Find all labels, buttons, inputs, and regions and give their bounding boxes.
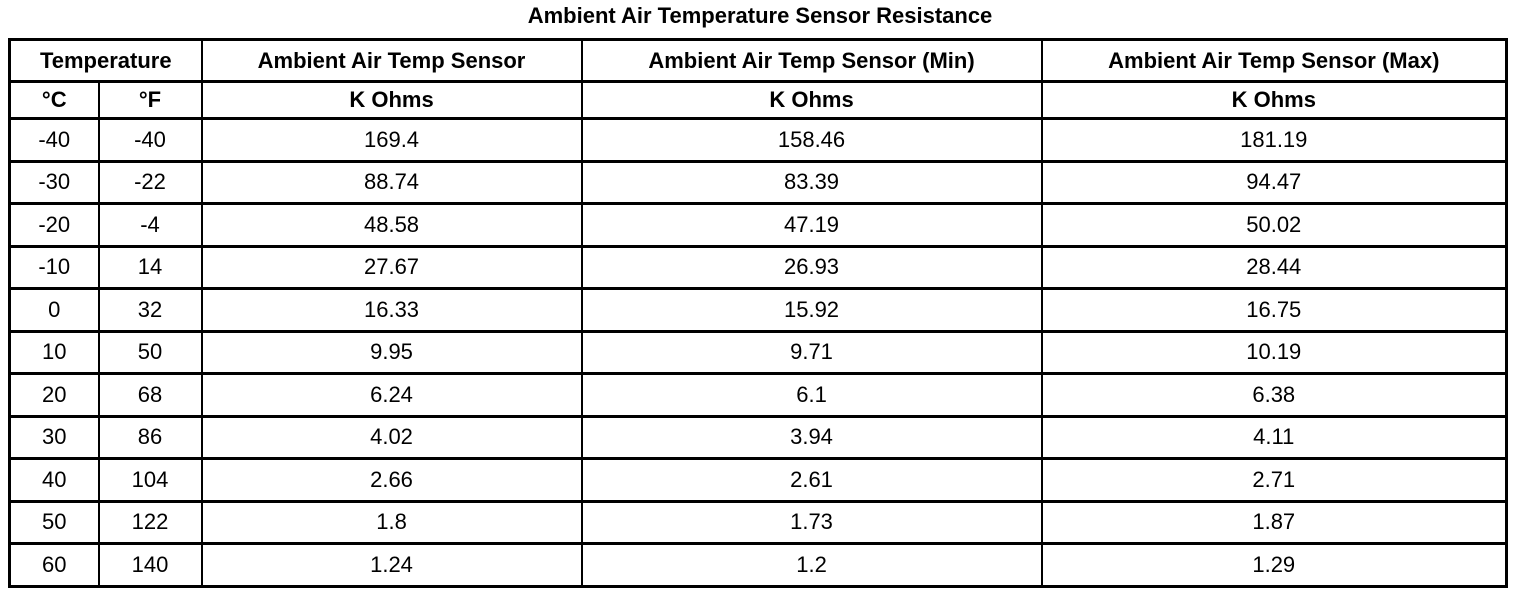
table-cell: 0 <box>8 287 100 333</box>
header-unit-sensor: K Ohms <box>200 80 583 120</box>
table-cell: -40 <box>8 117 100 163</box>
table-cell: 3.94 <box>580 414 1043 460</box>
table-cell: 10 <box>8 329 100 375</box>
table-cell: 1.8 <box>200 499 583 545</box>
table-cell: 6.1 <box>580 372 1043 418</box>
table-row: -30 -22 88.74 83.39 94.47 <box>8 159 1508 205</box>
table-cell: 47.19 <box>580 202 1043 248</box>
table-cell: 83.39 <box>580 159 1043 205</box>
table-cell: 68 <box>97 372 203 418</box>
table-cell: 50.02 <box>1040 202 1508 248</box>
table-cell: 50 <box>97 329 203 375</box>
table-row: 0 32 16.33 15.92 16.75 <box>8 287 1508 333</box>
table-row: 30 86 4.02 3.94 4.11 <box>8 414 1508 460</box>
header-unit-row: °C °F K Ohms K Ohms K Ohms <box>8 80 1508 120</box>
header-unit-sensor-min: K Ohms <box>580 80 1043 120</box>
header-unit-sensor-max: K Ohms <box>1040 80 1508 120</box>
table-row: 60 140 1.24 1.2 1.29 <box>8 542 1508 588</box>
table-cell: 86 <box>97 414 203 460</box>
table-cell: 48.58 <box>200 202 583 248</box>
header-fahrenheit: °F <box>97 80 203 120</box>
resistance-table: Temperature Ambient Air Temp Sensor Ambi… <box>8 38 1509 588</box>
table-cell: 1.2 <box>580 542 1043 588</box>
table-cell: 94.47 <box>1040 159 1508 205</box>
table-cell: 4.11 <box>1040 414 1508 460</box>
table-cell: 4.02 <box>200 414 583 460</box>
table-cell: 60 <box>8 542 100 588</box>
table-cell: 50 <box>8 499 100 545</box>
table-row: 20 68 6.24 6.1 6.38 <box>8 372 1508 418</box>
table-cell: 2.71 <box>1040 457 1508 503</box>
table-cell: 9.95 <box>200 329 583 375</box>
table-cell: -4 <box>97 202 203 248</box>
table-cell: 40 <box>8 457 100 503</box>
table-cell: -20 <box>8 202 100 248</box>
table-cell: 88.74 <box>200 159 583 205</box>
table-cell: 158.46 <box>580 117 1043 163</box>
table-cell: 181.19 <box>1040 117 1508 163</box>
header-sensor-max: Ambient Air Temp Sensor (Max) <box>1040 38 1508 83</box>
table-row: -40 -40 169.4 158.46 181.19 <box>8 117 1508 163</box>
table-cell: 6.24 <box>200 372 583 418</box>
table-cell: 10.19 <box>1040 329 1508 375</box>
table-cell: -30 <box>8 159 100 205</box>
table-cell: 1.73 <box>580 499 1043 545</box>
table-cell: 122 <box>97 499 203 545</box>
table-cell: 28.44 <box>1040 244 1508 290</box>
table-cell: 169.4 <box>200 117 583 163</box>
table-cell: 1.29 <box>1040 542 1508 588</box>
table-cell: 16.75 <box>1040 287 1508 333</box>
table-cell: -40 <box>97 117 203 163</box>
header-group-row: Temperature Ambient Air Temp Sensor Ambi… <box>8 38 1508 83</box>
table-cell: 140 <box>97 542 203 588</box>
table-cell: 32 <box>97 287 203 333</box>
table-row: 40 104 2.66 2.61 2.71 <box>8 457 1508 503</box>
table-header: Temperature Ambient Air Temp Sensor Ambi… <box>8 38 1508 120</box>
table-cell: 1.87 <box>1040 499 1508 545</box>
table-row: 50 122 1.8 1.73 1.87 <box>8 499 1508 545</box>
table-cell: 2.66 <box>200 457 583 503</box>
table-body: -40 -40 169.4 158.46 181.19 -30 -22 88.74 83.39 9… <box>8 117 1508 588</box>
table-cell: 9.71 <box>580 329 1043 375</box>
page-title: Ambient Air Temperature Sensor Resistanc… <box>527 3 993 28</box>
table-cell: 27.67 <box>200 244 583 290</box>
table-row: 10 50 9.95 9.71 10.19 <box>8 329 1508 375</box>
table-cell: 15.92 <box>580 287 1043 333</box>
table-cell: 1.24 <box>200 542 583 588</box>
table-cell: -22 <box>97 159 203 205</box>
header-celsius: °C <box>8 80 100 120</box>
table-cell: 104 <box>97 457 203 503</box>
table-cell: 2.61 <box>580 457 1043 503</box>
header-sensor: Ambient Air Temp Sensor <box>200 38 583 83</box>
header-sensor-min: Ambient Air Temp Sensor (Min) <box>580 38 1043 83</box>
table-cell: -10 <box>8 244 100 290</box>
table-cell: 30 <box>8 414 100 460</box>
table-cell: 6.38 <box>1040 372 1508 418</box>
table-cell: 14 <box>97 244 203 290</box>
table-cell: 20 <box>8 372 100 418</box>
header-temperature-group: Temperature <box>8 38 203 83</box>
table-cell: 16.33 <box>200 287 583 333</box>
table-row: -20 -4 48.58 47.19 50.02 <box>8 202 1508 248</box>
table-cell: 26.93 <box>580 244 1043 290</box>
table-row: -10 14 27.67 26.93 28.44 <box>8 244 1508 290</box>
